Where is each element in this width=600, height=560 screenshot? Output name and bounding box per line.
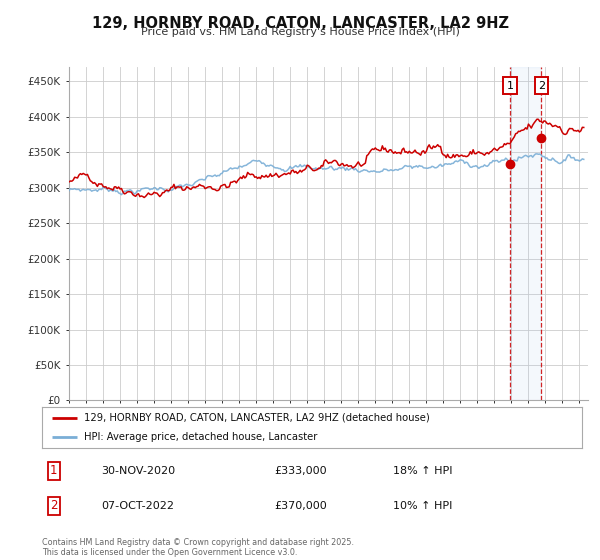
Text: 30-NOV-2020: 30-NOV-2020 [101, 466, 176, 476]
Text: 129, HORNBY ROAD, CATON, LANCASTER, LA2 9HZ: 129, HORNBY ROAD, CATON, LANCASTER, LA2 … [91, 16, 509, 31]
Text: 2: 2 [538, 81, 545, 91]
Text: 10% ↑ HPI: 10% ↑ HPI [393, 501, 452, 511]
Text: 129, HORNBY ROAD, CATON, LANCASTER, LA2 9HZ (detached house): 129, HORNBY ROAD, CATON, LANCASTER, LA2 … [84, 413, 430, 423]
Text: 1: 1 [50, 464, 58, 478]
Text: 18% ↑ HPI: 18% ↑ HPI [393, 466, 452, 476]
Text: Contains HM Land Registry data © Crown copyright and database right 2025.
This d: Contains HM Land Registry data © Crown c… [42, 538, 354, 557]
Text: Price paid vs. HM Land Registry's House Price Index (HPI): Price paid vs. HM Land Registry's House … [140, 27, 460, 37]
Text: £333,000: £333,000 [274, 466, 327, 476]
Bar [510, 67, 541, 400]
Text: 2: 2 [50, 500, 58, 512]
Text: £370,000: £370,000 [274, 501, 327, 511]
Text: 07-OCT-2022: 07-OCT-2022 [101, 501, 175, 511]
Text: 1: 1 [506, 81, 514, 91]
Text: HPI: Average price, detached house, Lancaster: HPI: Average price, detached house, Lanc… [84, 432, 317, 442]
